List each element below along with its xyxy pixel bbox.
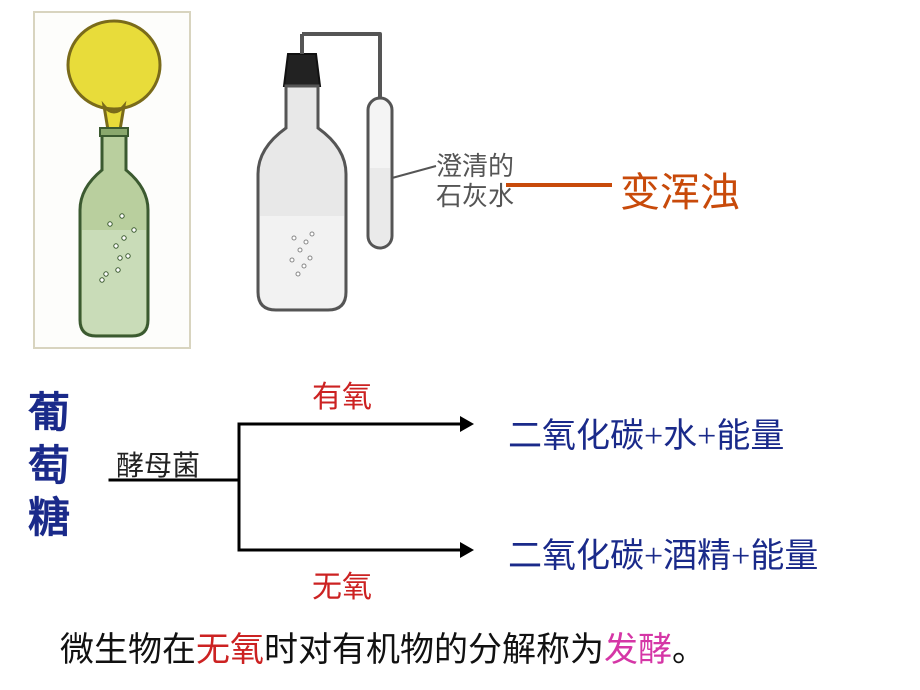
footer-kw-fermentation: 发酵	[604, 632, 672, 669]
product-anaerobic: 二氧化碳+酒精+能量	[508, 528, 818, 577]
turbid-annotation: 变浑浊	[620, 160, 740, 218]
footer-mid: 时对有机物的分解称为	[264, 632, 604, 669]
balloon-flask-illustration	[32, 10, 192, 350]
flask-tube-svg	[210, 28, 450, 328]
flask-tube-illustration	[210, 28, 450, 328]
balloon-flask-svg	[32, 10, 192, 350]
definition-sentence: 微生物在无氧时对有机物的分解称为发酵。	[60, 622, 706, 671]
condition-aerobic: 有氧	[312, 372, 372, 416]
condition-anaerobic: 无氧	[312, 562, 372, 606]
product-aerobic: 二氧化碳+水+能量	[508, 408, 784, 457]
limewater-label: 澄清的 石灰水	[436, 152, 514, 212]
footer-pre: 微生物在	[60, 632, 196, 669]
branch-arrows-svg	[104, 380, 484, 580]
branch-arrows	[104, 380, 484, 580]
footer-post: 。	[672, 632, 706, 669]
footer-kw-anaerobic: 无氧	[196, 632, 264, 669]
limewater-label-line2: 石灰水	[436, 182, 514, 211]
limewater-label-line1: 澄清的	[436, 152, 514, 181]
substrate-glucose: 葡萄糖	[28, 388, 70, 546]
slide: 澄清的 石灰水 变浑浊 葡萄糖 酵母菌 有氧 无氧 二氧化碳+水+能量 二氧化碳…	[0, 0, 920, 690]
turbid-connector-line	[506, 183, 612, 187]
